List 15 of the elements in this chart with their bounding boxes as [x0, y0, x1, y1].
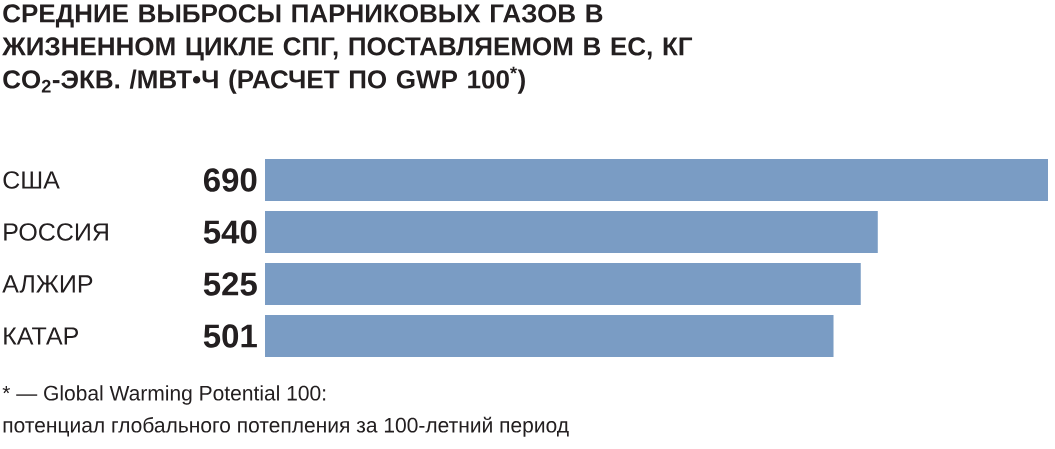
bar — [265, 159, 1048, 201]
data-label: 525 — [203, 272, 257, 296]
y-tick-label: РОССИЯ — [4, 223, 108, 241]
text: * — Global Warming Potential 100: — [2, 385, 326, 405]
data-label: 501 — [203, 324, 257, 348]
bar — [265, 262, 861, 305]
bar — [265, 315, 834, 357]
bar — [265, 211, 878, 253]
data-label: 690 — [203, 168, 257, 192]
y-tick-label: АЛЖИР — [2, 275, 93, 293]
text: потенциал глобального потепления за 100-летний период — [3, 416, 569, 437]
y-tick-label: КАТАР — [4, 327, 78, 345]
data-label: 540 — [203, 220, 257, 244]
y-tick-label: США — [3, 171, 60, 189]
chart-title: СРЕДНИЕ ВЫБРОСЫ ПАРНИКОВЫХ ГАЗОВ В ЖИЗНЕННОМ ЦИКЛЕ СПГ, ПОСТАВЛЯЕМОМ В ЕС, КГ CO$_{2}$-ЭКВ. /МВТ•Ч (РАСЧЕТ ПО GWP 100$^{*}$) — [2, 4, 693, 94]
